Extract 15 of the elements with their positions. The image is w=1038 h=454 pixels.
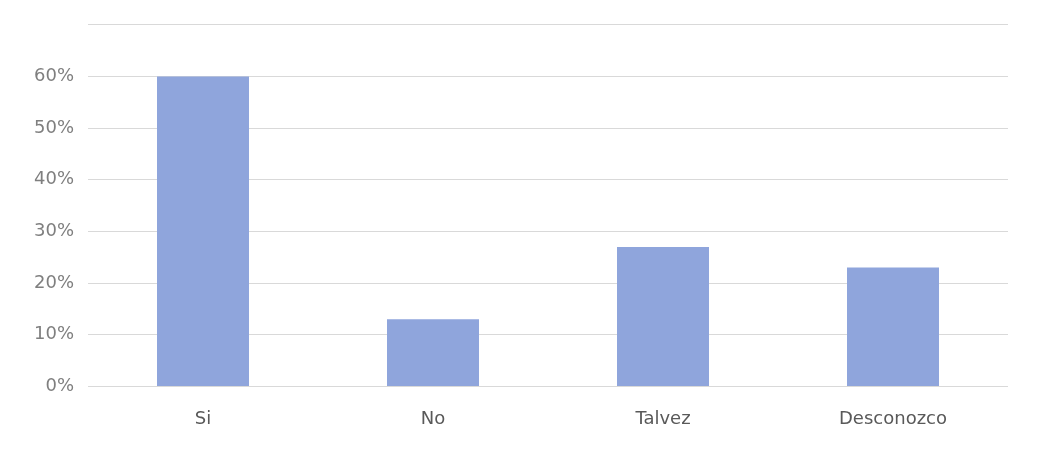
y-tick-label: 10%	[33, 322, 75, 344]
y-tick-label: 50%	[33, 115, 75, 137]
y-tick-label: 20%	[33, 270, 75, 292]
bar	[157, 76, 250, 386]
bar	[617, 246, 709, 386]
y-tick-label: 30%	[33, 219, 75, 241]
y-tick-label: 0%	[45, 374, 75, 396]
x-tick-label: Desconozco	[839, 406, 947, 428]
bar	[847, 267, 939, 386]
y-tick-label: 40%	[33, 167, 75, 189]
bar	[387, 319, 479, 386]
x-tick-label: No	[420, 406, 446, 428]
y-tick-label: 60%	[33, 64, 75, 86]
x-tick-label: Si	[194, 406, 212, 428]
x-tick-label: Talvez	[634, 406, 691, 428]
